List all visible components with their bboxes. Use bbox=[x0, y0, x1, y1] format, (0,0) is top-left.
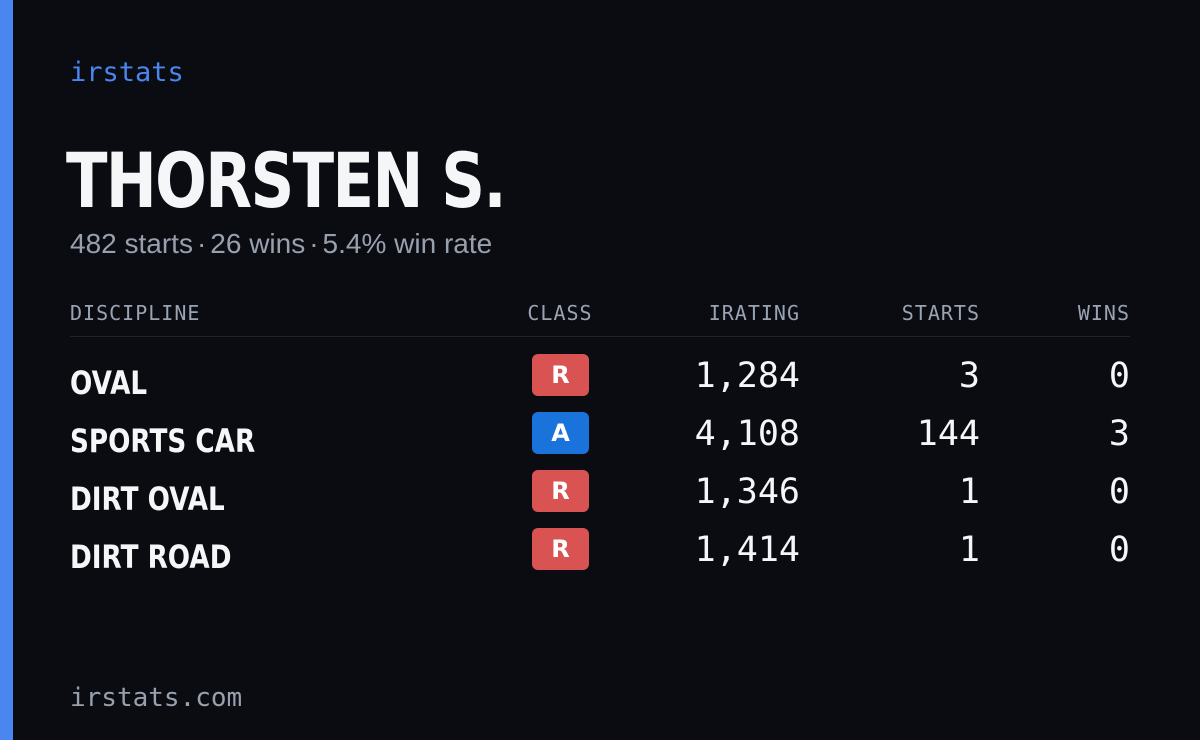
discipline-name: DIRT ROAD bbox=[70, 538, 232, 576]
table-body: OVAL R 1,284 3 0 SPORTS CAR A 4,108 144 … bbox=[70, 353, 1130, 585]
starts-value: 3 bbox=[958, 356, 980, 396]
wins-value: 0 bbox=[1108, 472, 1130, 512]
wins-value: 0 bbox=[1108, 530, 1130, 570]
table-row: DIRT OVAL R 1,346 1 0 bbox=[70, 469, 1130, 527]
table-row: SPORTS CAR A 4,108 144 3 bbox=[70, 411, 1130, 469]
starts-value: 144 bbox=[916, 414, 980, 454]
table-header: DISCIPLINE CLASS IRATING STARTS WINS bbox=[70, 296, 1130, 337]
separator-dot: · bbox=[196, 228, 207, 259]
irating-value: 1,284 bbox=[694, 356, 800, 396]
class-badge: R bbox=[532, 354, 589, 396]
driver-name: THORSTEN S. bbox=[66, 136, 507, 225]
starts-value: 1 bbox=[958, 472, 980, 512]
discipline-name: OVAL bbox=[70, 364, 148, 402]
table-row: OVAL R 1,284 3 0 bbox=[70, 353, 1130, 411]
header-class: CLASS bbox=[527, 301, 593, 325]
starts-count: 482 starts bbox=[70, 228, 193, 259]
driver-summary: 482 starts · 26 wins · 5.4% win rate bbox=[70, 226, 492, 262]
irating-value: 1,346 bbox=[694, 472, 800, 512]
footer-url: irstats.com bbox=[70, 683, 243, 713]
class-badge: A bbox=[532, 412, 589, 454]
wins-count: 26 wins bbox=[210, 228, 306, 259]
separator-dot: · bbox=[309, 228, 319, 259]
header-irating: IRATING bbox=[708, 301, 800, 325]
starts-value: 1 bbox=[958, 530, 980, 570]
win-rate: 5.4% win rate bbox=[322, 228, 493, 259]
class-badge: R bbox=[532, 528, 589, 570]
wins-value: 3 bbox=[1108, 414, 1130, 454]
header-starts: STARTS bbox=[901, 301, 980, 325]
irating-value: 1,414 bbox=[694, 530, 800, 570]
header-discipline: DISCIPLINE bbox=[70, 301, 201, 325]
brand-logo: irstats bbox=[70, 57, 184, 88]
discipline-name: SPORTS CAR bbox=[70, 422, 256, 460]
irating-value: 4,108 bbox=[694, 414, 800, 454]
accent-bar bbox=[0, 0, 13, 740]
class-badge: R bbox=[532, 470, 589, 512]
header-wins: WINS bbox=[1077, 301, 1130, 325]
discipline-name: DIRT OVAL bbox=[70, 480, 225, 518]
table-row: DIRT ROAD R 1,414 1 0 bbox=[70, 527, 1130, 585]
wins-value: 0 bbox=[1108, 356, 1130, 396]
discipline-table: DISCIPLINE CLASS IRATING STARTS WINS OVA… bbox=[70, 296, 1130, 585]
